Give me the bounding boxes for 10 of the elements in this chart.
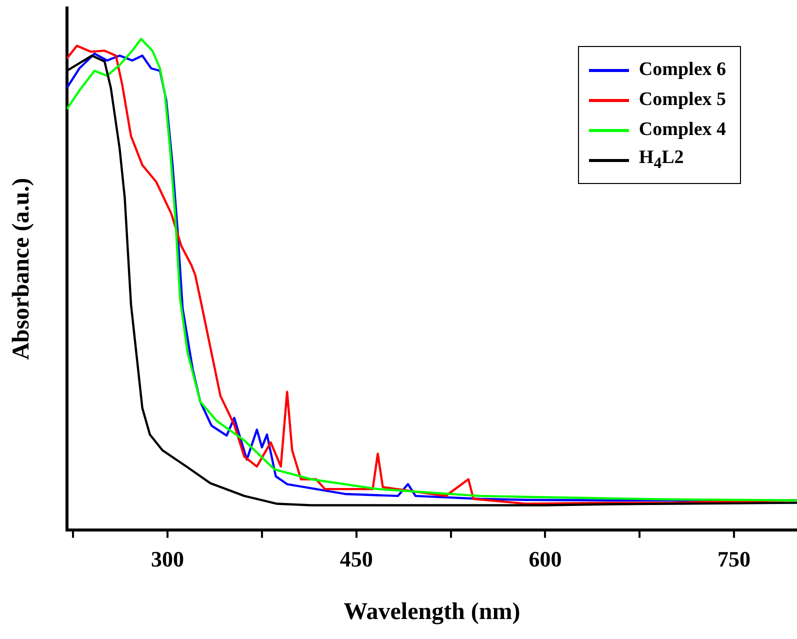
y-axis-title: Absorbance (a.u.): [8, 178, 35, 360]
x-tick-label: 300: [151, 546, 184, 572]
x-tick-label: 600: [528, 546, 562, 572]
legend-label: Complex 5: [638, 89, 726, 111]
x-tick-label: 450: [340, 546, 373, 572]
legend-label: Complex 4: [638, 119, 726, 141]
x-axis-title: Wavelength (nm): [344, 598, 520, 625]
x-tick-label: 750: [718, 546, 751, 572]
legend-label: Complex 6: [638, 59, 726, 81]
legend-label: H$_{4}$L2: [638, 147, 684, 173]
